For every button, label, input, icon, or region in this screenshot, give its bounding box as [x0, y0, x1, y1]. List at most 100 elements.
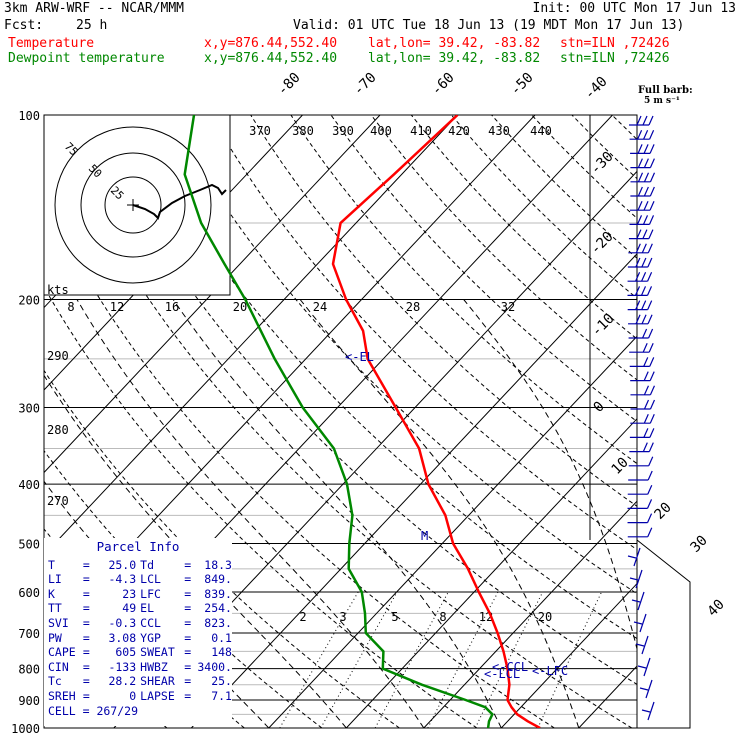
parcel-eq: =	[184, 557, 192, 572]
wind-barb	[640, 286, 647, 296]
parcel-key-2: SWEAT	[140, 645, 175, 660]
wind-barb	[648, 115, 654, 126]
wind-barb-header-line2: 5 m s⁻¹	[644, 96, 680, 106]
isotherm-line	[268, 335, 637, 728]
parcel-value-2: 849.	[204, 572, 232, 587]
wind-barb	[637, 591, 645, 611]
dry-adiabat-line	[410, 115, 637, 340]
dewpoint-station: stn=ILN ,72426	[560, 51, 670, 66]
wind-barb	[642, 229, 648, 239]
parcel-key: SVI	[48, 615, 69, 630]
pressure-tick-label: 300	[18, 401, 40, 415]
isotherm-label: -70	[351, 70, 380, 99]
wind-barb	[637, 158, 643, 168]
wind-barb	[637, 129, 643, 140]
parcel-eq: =	[82, 645, 90, 660]
wind-barb	[647, 300, 653, 310]
wind-barb	[643, 413, 649, 424]
parcel-value: -133	[108, 659, 137, 674]
parcel-key-2: Td	[140, 557, 155, 572]
parcel-key-2: HWBZ	[140, 659, 168, 674]
isotherm-label: -20	[588, 229, 617, 258]
parcel-key: CIN	[48, 659, 69, 674]
pressure-tick-label: 200	[18, 294, 40, 308]
parcel-row: SVI = -0.3 CCL = 823.	[44, 616, 232, 631]
parcel-row: Tc = 28.2 SHEAR = 25.	[44, 674, 232, 689]
wind-barb	[637, 200, 643, 211]
wind-barb	[635, 271, 641, 282]
wind-barb	[634, 286, 641, 296]
wind-barb	[643, 186, 649, 197]
wind-barb	[646, 499, 653, 509]
dry-adiabat-line	[531, 115, 637, 219]
parcel-value: 23	[122, 586, 137, 601]
pressure-tick-label: 400	[18, 478, 40, 492]
parcel-eq: =	[184, 688, 192, 703]
hodograph-ring	[104, 176, 162, 234]
parcel-eq: =	[82, 674, 90, 689]
temperature-xy: x,y=876.44,552.40	[204, 36, 338, 51]
parcel-value-2: 3400.	[197, 659, 232, 674]
parcel-value-2: 7.1	[211, 688, 232, 703]
wind-barb	[649, 186, 655, 197]
parcel-value: 28.2	[108, 674, 137, 689]
theta-left-label: 290	[47, 349, 69, 363]
dry-adiabat-line	[330, 115, 637, 423]
theta-label: 390	[332, 124, 354, 138]
right-extension	[636, 539, 691, 729]
parcel-value-2: 25.	[211, 674, 232, 689]
wind-barb	[643, 129, 649, 140]
wind-barb	[633, 547, 641, 567]
parcel-value: 49	[122, 601, 137, 616]
wind-barb	[639, 687, 649, 691]
isotherm-line	[423, 500, 637, 728]
level-annotation: M	[421, 529, 428, 543]
parcel-key-2: EL	[140, 601, 155, 616]
theta-label: 440	[530, 124, 552, 138]
mixing-ratio-line	[374, 591, 449, 728]
wind-barb	[647, 314, 653, 325]
parcel-key-2: LAPSE	[140, 688, 175, 703]
wind-barb	[649, 399, 656, 410]
wind-barb	[642, 328, 648, 339]
wind-barb	[627, 555, 637, 559]
wind-barb	[643, 371, 649, 381]
wind-barb	[635, 300, 641, 310]
isotherm-label: -40	[582, 74, 611, 103]
isotherm-label: 10	[609, 455, 632, 478]
wind-barb	[647, 527, 653, 538]
dewpoint-xy: x,y=876.44,552.40	[204, 51, 338, 66]
plot-frame	[43, 114, 638, 729]
parcel-row: CAPE = 605 SWEAT = 148	[44, 645, 232, 660]
wind-barb	[649, 200, 655, 211]
wind-barb	[637, 144, 643, 154]
hodograph-ring	[54, 126, 212, 284]
parcel-key: K	[48, 586, 55, 601]
parcel-key: SREH	[48, 688, 76, 703]
dry-adiabat-line	[210, 115, 637, 551]
wind-barb	[641, 635, 649, 655]
parcel-row: T = 25.0 Td = 18.3	[44, 558, 232, 573]
dewpoint-line	[183, 115, 494, 728]
parcel-eq: =	[82, 557, 90, 572]
wind-barb	[643, 399, 650, 410]
moist-adiabat-line	[299, 299, 580, 728]
wind-barb	[643, 172, 650, 183]
isotherm-line	[190, 253, 637, 728]
wind-barb	[649, 129, 655, 140]
temperature-latlon: lat,lon= 39.42, -83.82	[368, 36, 541, 51]
mixing-ratio-line	[474, 591, 544, 728]
parcel-value-2: 148	[211, 645, 232, 660]
wind-barb	[643, 657, 651, 677]
temperature-line	[331, 115, 541, 728]
wind-barb	[641, 300, 647, 310]
mixing-ratio-label: 3	[339, 610, 346, 624]
wind-barb	[648, 342, 654, 353]
wind-barb	[643, 428, 649, 438]
wind-barb	[633, 621, 643, 625]
dry-adiabat-line	[571, 115, 637, 180]
wind-barb	[648, 328, 654, 339]
wind-barb	[637, 665, 647, 669]
model-title: 3km ARW-WRF -- NCAR/MMM	[4, 1, 185, 16]
hodograph-trace	[132, 183, 227, 220]
